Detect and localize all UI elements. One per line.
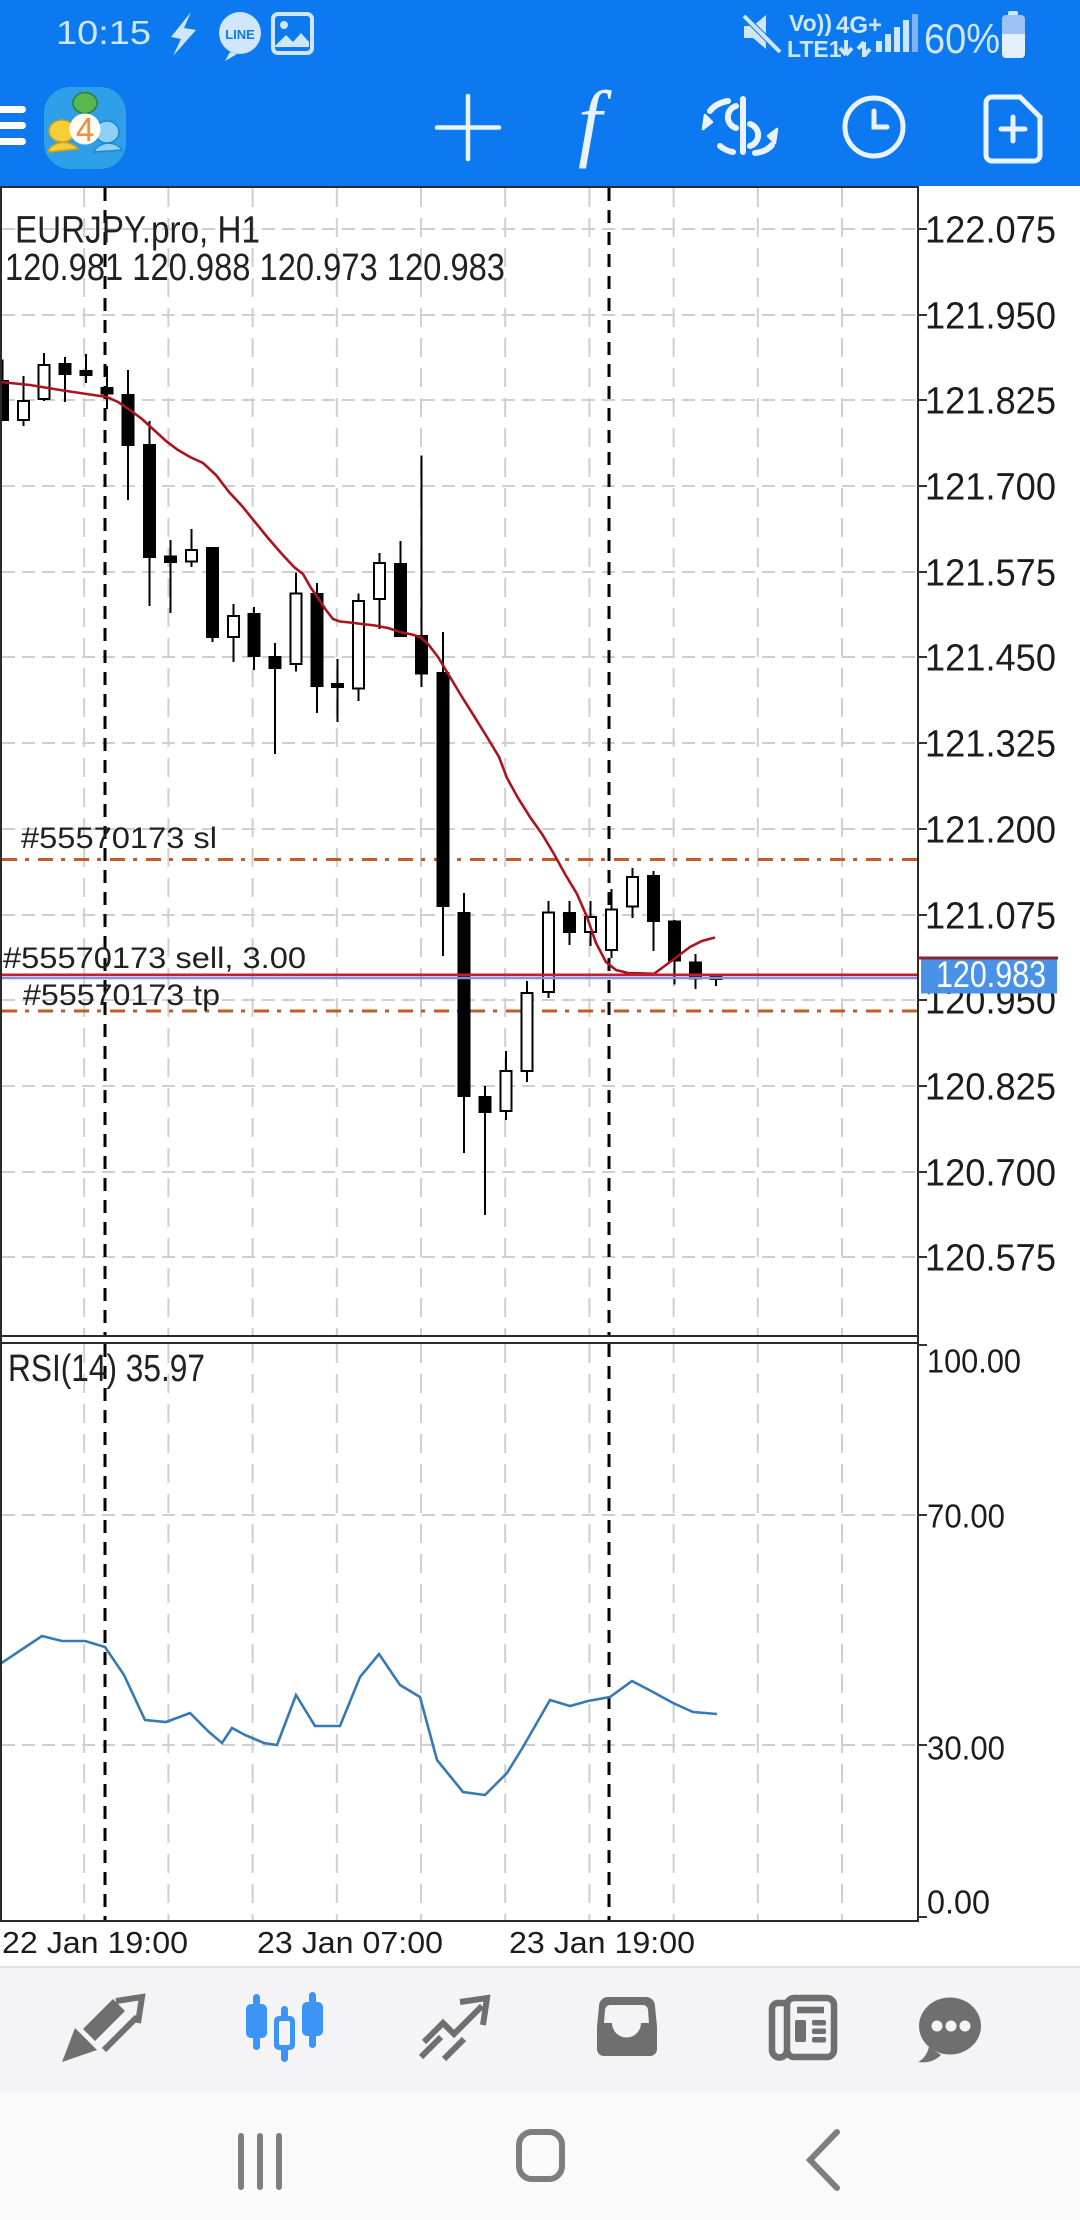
svg-text:120.825: 120.825	[925, 1067, 1056, 1109]
svg-text:122.075: 122.075	[925, 210, 1056, 252]
svg-text:120.700: 120.700	[925, 1153, 1056, 1195]
svg-text:RSI(14) 35.97: RSI(14) 35.97	[8, 1348, 205, 1390]
svg-text:23 Jan 19:00: 23 Jan 19:00	[509, 1925, 695, 1960]
svg-text:120.981 120.988 120.973 120.98: 120.981 120.988 120.973 120.983	[5, 247, 505, 289]
svg-text:#55570173 tp: #55570173 tp	[23, 979, 220, 1012]
svg-text:LINE: LINE	[225, 27, 255, 42]
svg-text:121.200: 121.200	[925, 810, 1056, 852]
svg-text:0.00: 0.00	[927, 1884, 990, 1921]
svg-text:120.983: 120.983	[936, 954, 1046, 995]
svg-text:121.825: 121.825	[925, 381, 1056, 423]
svg-text:121.325: 121.325	[925, 724, 1056, 766]
svg-text:23 Jan 07:00: 23 Jan 07:00	[257, 1925, 443, 1960]
svg-text:121.575: 121.575	[925, 553, 1056, 595]
svg-text:4G+: 4G+	[836, 12, 882, 39]
svg-text:100.00: 100.00	[927, 1343, 1021, 1380]
svg-text:121.450: 121.450	[925, 638, 1056, 680]
svg-text:120.575: 120.575	[925, 1238, 1056, 1280]
svg-text:4: 4	[76, 111, 94, 148]
svg-text:#55570173 sell, 3.00: #55570173 sell, 3.00	[3, 942, 306, 975]
svg-text:22 Jan 19:00: 22 Jan 19:00	[2, 1925, 188, 1960]
svg-text:60%: 60%	[924, 15, 1000, 62]
svg-text:Vo)): Vo))	[789, 10, 832, 36]
svg-text:#55570173 sl: #55570173 sl	[21, 822, 217, 855]
svg-text:70.00: 70.00	[927, 1498, 1005, 1535]
svg-text:121.950: 121.950	[925, 296, 1056, 338]
svg-text:EURJPY.pro, H1: EURJPY.pro, H1	[15, 210, 260, 252]
svg-text:LTE1: LTE1	[787, 36, 842, 62]
svg-text:10:15: 10:15	[56, 14, 151, 51]
svg-text:30.00: 30.00	[927, 1730, 1005, 1767]
svg-text:121.075: 121.075	[925, 896, 1056, 938]
svg-text:121.700: 121.700	[925, 467, 1056, 509]
